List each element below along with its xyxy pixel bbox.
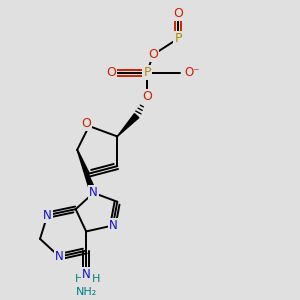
Polygon shape [117,114,139,136]
Text: N: N [55,250,64,263]
Text: O: O [106,66,116,79]
Text: P: P [143,66,151,79]
Text: H: H [74,274,83,284]
Text: N: N [43,208,52,222]
Text: P: P [175,32,182,45]
Text: N: N [82,268,91,281]
Polygon shape [77,150,96,194]
Text: H: H [92,274,101,284]
Text: O: O [142,90,152,103]
Text: O: O [148,48,158,61]
Text: NH₂: NH₂ [76,287,97,297]
Text: N: N [89,186,98,200]
Text: O: O [81,117,91,130]
Text: O⁻: O⁻ [184,66,200,79]
Text: N: N [109,219,117,232]
Text: O: O [173,7,183,20]
